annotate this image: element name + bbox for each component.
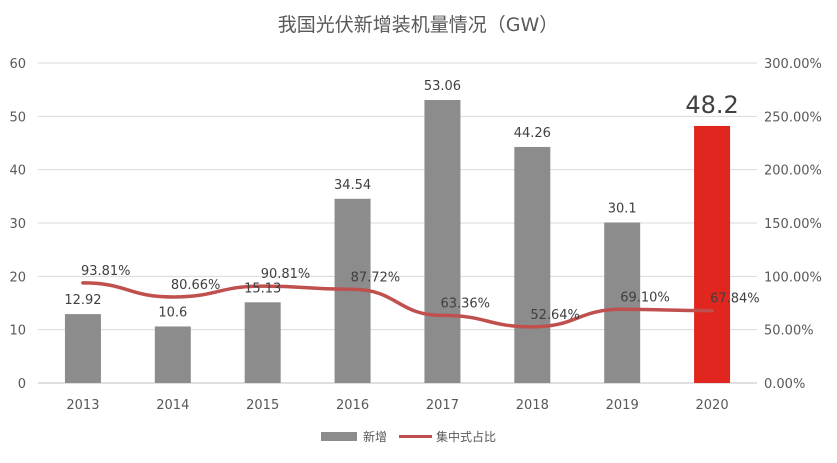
- x-tick-label: 2014: [156, 398, 189, 413]
- bar-value-label: 53.06: [424, 79, 461, 94]
- line-point: [171, 295, 175, 299]
- y-right-tick-label: 200.00%: [764, 164, 822, 179]
- bar-value-label: 44.26: [514, 126, 551, 141]
- chart-title: 我国光伏新增装机量情况（GW）: [278, 14, 559, 36]
- x-tick-label: 2020: [696, 398, 729, 413]
- bar: [424, 100, 461, 383]
- x-tick-label: 2017: [426, 398, 459, 413]
- bar: [604, 222, 641, 383]
- line-point: [261, 284, 265, 288]
- x-tick-label: 2016: [336, 398, 369, 413]
- y-left-tick-label: 40: [9, 164, 26, 179]
- bar-value-label: 30.1: [608, 201, 637, 216]
- line-point: [530, 325, 534, 329]
- gridlines: [38, 62, 757, 384]
- line-point: [81, 281, 85, 285]
- bar-value-label: 15.13: [244, 281, 281, 296]
- line-value-label: 87.72%: [351, 270, 401, 285]
- y-right-tick-label: 150.00%: [764, 217, 822, 232]
- legend-label-bar: 新增: [363, 429, 387, 444]
- bar: [244, 302, 281, 383]
- bar-value-label: 48.2: [685, 91, 738, 119]
- y-left-tick-label: 50: [9, 110, 26, 125]
- legend-swatch-bar: [321, 432, 357, 441]
- line-value-label: 63.36%: [440, 296, 490, 311]
- line-series: [81, 281, 714, 329]
- bar: [64, 314, 101, 383]
- line-value-label: 67.84%: [710, 292, 760, 307]
- y-right-tick-label: 100.00%: [764, 270, 822, 285]
- legend: 新增 集中式占比: [321, 429, 496, 444]
- line-value-label: 80.66%: [171, 278, 221, 293]
- data-labels: 12.92 10.6 15.13 34.54 53.06 44.26 30.1 48.2 93.…: [64, 79, 759, 323]
- bar-value-label: 12.92: [64, 293, 101, 308]
- bar-value-label: 10.6: [158, 305, 187, 320]
- line-point: [440, 313, 445, 318]
- line-value-label: 90.81%: [261, 267, 311, 282]
- line-point: [710, 309, 714, 313]
- x-tick-label: 2013: [66, 398, 99, 413]
- bar: [514, 146, 551, 383]
- y-right-tick-label: 300.00%: [764, 57, 822, 72]
- bar: [694, 125, 731, 383]
- y-right-tick-label: 50.00%: [764, 324, 814, 339]
- y-left-tick-label: 30: [9, 217, 26, 232]
- bar: [154, 326, 191, 383]
- share-line: [81, 281, 714, 329]
- legend-label-line: 集中式占比: [436, 429, 496, 444]
- y-left-tick-label: 10: [9, 324, 26, 339]
- y-left-tick-label: 0: [18, 377, 26, 392]
- line-point: [620, 307, 624, 311]
- y-left-tick-label: 60: [9, 57, 26, 72]
- line-value-label: 93.81%: [81, 264, 131, 279]
- axes: 0 10 20 30 40 50 60 0.00% 50.00% 100.00% 150.00% 20…: [9, 57, 821, 413]
- bar-value-label: 34.54: [334, 178, 371, 193]
- y-right-tick-label: 0.00%: [764, 377, 805, 392]
- y-right-tick-label: 250.00%: [764, 110, 822, 125]
- x-tick-label: 2015: [246, 398, 279, 413]
- line-point: [350, 287, 355, 292]
- x-tick-label: 2019: [606, 398, 639, 413]
- line-value-label: 69.10%: [620, 290, 670, 305]
- y-left-tick-label: 20: [9, 270, 26, 285]
- bars: [64, 100, 731, 383]
- x-tick-label: 2018: [516, 398, 549, 413]
- line-value-label: 52.64%: [530, 308, 580, 323]
